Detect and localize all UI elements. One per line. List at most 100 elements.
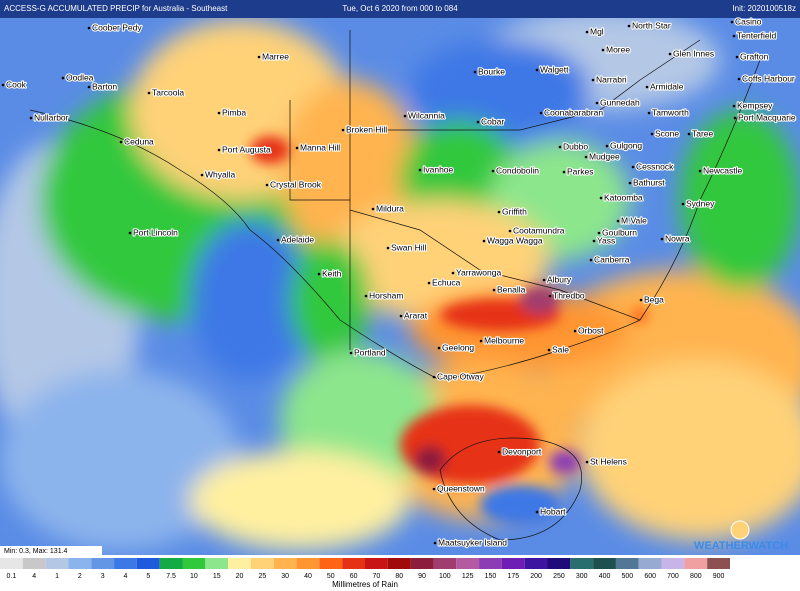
legend-swatch — [433, 558, 457, 569]
place-label: Swan Hill — [391, 242, 427, 252]
place-label: Sydney — [686, 198, 715, 208]
legend-swatch — [22, 558, 46, 569]
legend-swatch — [387, 558, 411, 569]
place-dot — [732, 104, 736, 108]
place-label: Canberra — [594, 254, 630, 264]
place-label: Port Macquarie — [738, 112, 796, 122]
legend-swatch — [615, 558, 639, 569]
legend-swatch — [228, 558, 251, 569]
header-period: Tue, Oct 6 2020 from 000 to 084 — [342, 4, 458, 13]
place-dot — [535, 68, 539, 72]
legend-label: 70 — [373, 573, 381, 580]
place-dot — [660, 237, 664, 241]
place-dot — [432, 487, 436, 491]
place-label: Moree — [606, 44, 630, 54]
place-label: Port Lincoln — [133, 227, 178, 237]
place-dot — [217, 148, 221, 152]
place-dot — [491, 169, 495, 173]
place-label: Cook — [6, 79, 27, 89]
place-label: Wagga Wagga — [487, 235, 543, 245]
legend-label: 150 — [485, 573, 497, 580]
place-dot — [601, 48, 605, 52]
logo-icon — [730, 520, 750, 540]
place-dot — [737, 77, 741, 81]
place-dot — [558, 145, 562, 149]
place-label: Adelaide — [281, 234, 314, 244]
place-label: Condobolin — [496, 165, 539, 175]
place-label: Ivanhoe — [423, 164, 454, 174]
place-dot — [200, 173, 204, 177]
place-dot — [584, 155, 588, 159]
place-dot — [128, 231, 132, 235]
place-label: Coffs Harbour — [742, 73, 795, 83]
legend-label: 60 — [350, 573, 358, 580]
place-dot — [257, 55, 261, 59]
place-label: Tenterfield — [737, 30, 776, 40]
place-dot — [87, 26, 91, 30]
legend-label: 600 — [644, 573, 656, 580]
place-dot — [349, 351, 353, 355]
place-dot — [647, 111, 651, 115]
place-label: Echuca — [432, 277, 461, 287]
place-label: Geelong — [442, 342, 474, 352]
place-dot — [616, 219, 620, 223]
legend-swatch — [638, 558, 662, 569]
place-label: Mudgee — [589, 151, 620, 161]
legend-swatch — [159, 558, 183, 569]
place-dot — [730, 20, 734, 24]
legend-swatch — [296, 558, 320, 569]
place-dot — [119, 140, 123, 144]
legend-label: 500 — [622, 573, 634, 580]
place-label: Wilcannia — [408, 110, 445, 120]
header-bar — [0, 0, 800, 18]
place-dot — [451, 271, 455, 275]
place-label: Yarrawonga — [456, 267, 501, 277]
place-label: Keith — [322, 268, 342, 278]
place-label: Cootamundra — [513, 225, 565, 235]
place-label: Tarcoola — [152, 87, 184, 97]
place-label: Sale — [552, 344, 569, 354]
legend-swatch — [0, 558, 23, 569]
place-dot — [573, 329, 577, 333]
place-dot — [591, 78, 595, 82]
min-max: Min: 0.3, Max: 131.4 — [4, 548, 68, 555]
place-label: Portland — [354, 347, 386, 357]
place-dot — [681, 202, 685, 206]
place-label: Bathurst — [633, 177, 665, 187]
logo: WEATHERWATCH — [694, 540, 788, 552]
place-dot — [433, 541, 437, 545]
place-label: Taree — [692, 128, 714, 138]
legend-swatch — [205, 558, 229, 569]
place-label: Bourke — [478, 66, 505, 76]
legend-label: 10 — [190, 573, 198, 580]
place-label: Crystal Brook — [270, 179, 322, 189]
legend-label: 25 — [258, 573, 266, 580]
place-label: Cessnock — [636, 161, 674, 171]
place-label: Manna Hill — [300, 142, 340, 152]
legend-label: 700 — [667, 573, 679, 580]
place-label: Griffith — [502, 206, 527, 216]
place-label: Tamworth — [652, 107, 689, 117]
legend-swatch — [45, 558, 69, 569]
place-label: Yass — [597, 235, 615, 245]
place-label: Marree — [262, 51, 289, 61]
place-dot — [508, 229, 512, 233]
place-label: Kempsey — [737, 100, 773, 110]
place-dot — [687, 132, 691, 136]
place-dot — [403, 114, 407, 118]
place-label: North Star — [632, 20, 671, 30]
place-label: Maatsuyker Island — [438, 537, 507, 547]
place-dot — [482, 239, 486, 243]
legend-swatch — [182, 558, 206, 569]
place-dot — [539, 111, 543, 115]
legend-label: 400 — [599, 573, 611, 580]
place-dot — [595, 101, 599, 105]
place-label: Mildura — [376, 203, 404, 213]
place-dot — [547, 348, 551, 352]
coastline-borders — [29, 30, 761, 541]
place-label: Port Augusta — [222, 144, 271, 154]
legend-label: 300 — [576, 573, 588, 580]
legend-swatch — [661, 558, 685, 569]
place-dot — [61, 76, 65, 80]
place-dot — [399, 314, 403, 318]
